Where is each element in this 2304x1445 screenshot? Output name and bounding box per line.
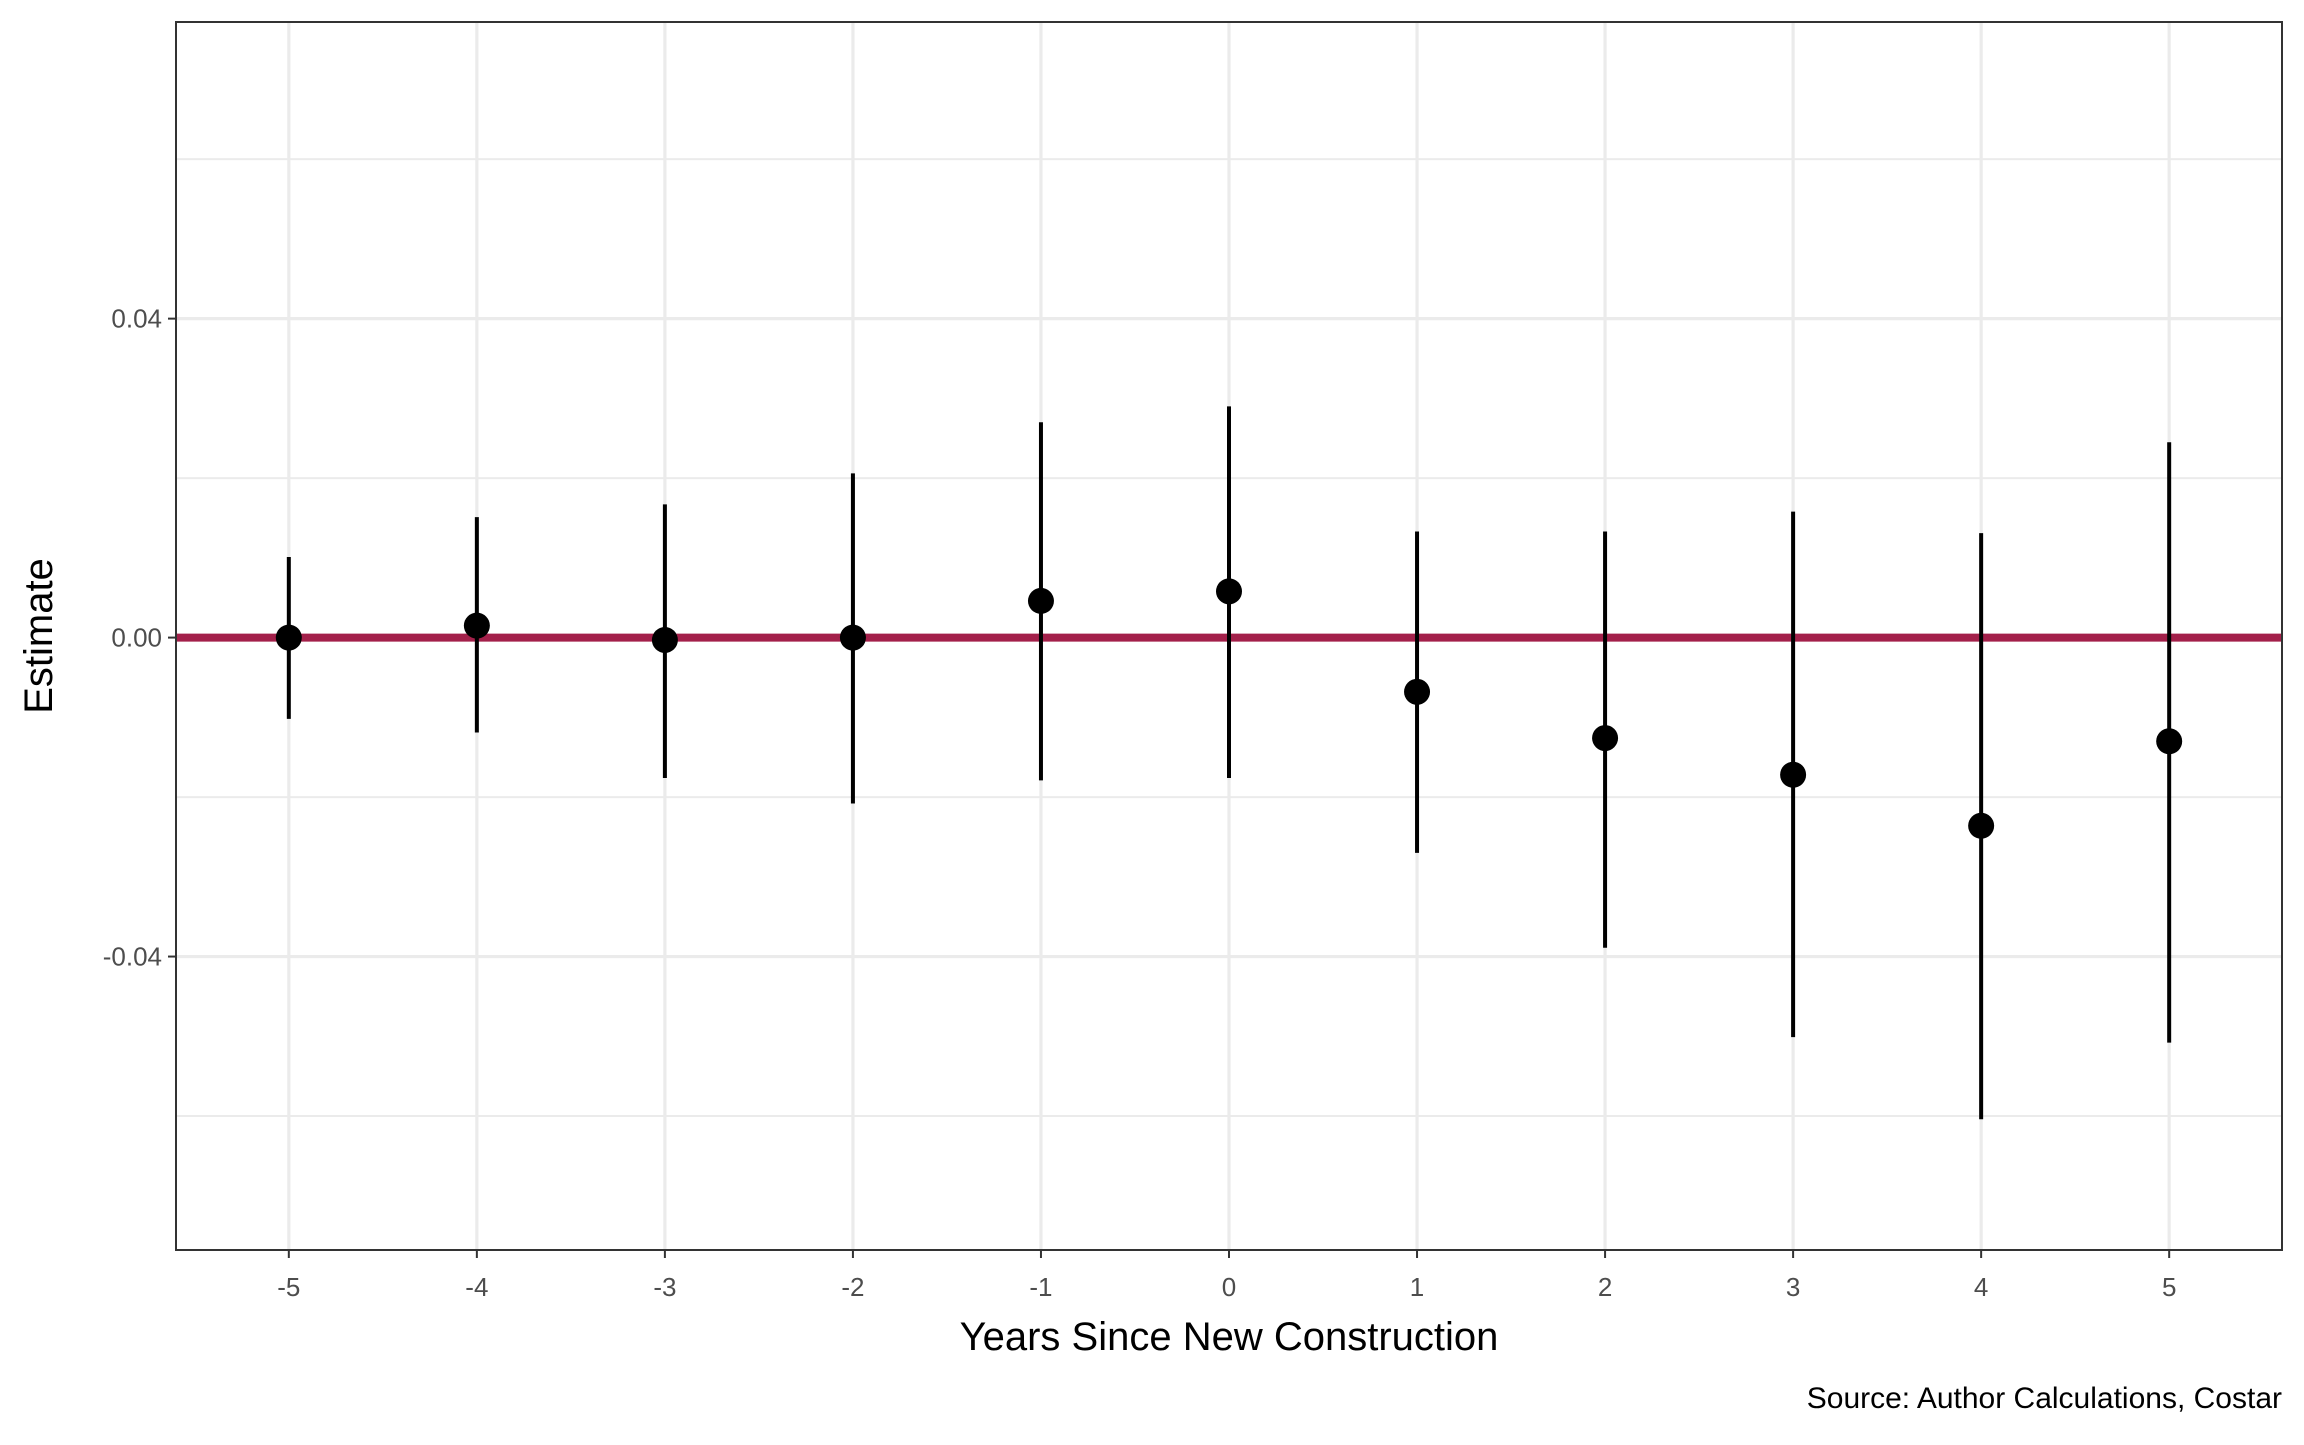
estimate-point [651, 626, 678, 653]
x-tick-label: 0 [1222, 1272, 1236, 1302]
estimate-point [1968, 812, 1995, 839]
x-tick-label: -1 [1029, 1272, 1052, 1302]
estimate-point [1780, 761, 1807, 788]
x-tick-label: 1 [1410, 1272, 1424, 1302]
x-tick-label: 4 [1974, 1272, 1988, 1302]
y-tick-label: 0.04 [111, 304, 162, 334]
point-layer [275, 578, 2183, 839]
axis-layer: -5 -4 -3 -2 -1 0 1 2 3 4 5 0.04 0.00 -0.04 [103, 304, 2177, 1302]
estimate-point [839, 624, 866, 651]
y-tick-label: -0.04 [103, 942, 162, 972]
x-tick-label: 2 [1598, 1272, 1612, 1302]
estimate-point [275, 624, 302, 651]
estimate-point [463, 612, 490, 639]
y-axis-title: Estimate [17, 558, 61, 714]
y-tick-label: 0.00 [111, 623, 162, 653]
x-tick-label: -4 [465, 1272, 488, 1302]
estimate-point [2156, 728, 2183, 755]
x-tick-label: -5 [277, 1272, 300, 1302]
estimate-point [1592, 725, 1619, 752]
estimate-point [1027, 587, 1054, 614]
estimate-point [1404, 678, 1431, 705]
chart-caption: Source: Author Calculations, Costar [1807, 1382, 2282, 1415]
x-tick-label: -2 [841, 1272, 864, 1302]
x-axis-title: Years Since New Construction [960, 1315, 1499, 1359]
x-tick-label: 3 [1786, 1272, 1800, 1302]
x-tick-label: 5 [2162, 1272, 2176, 1302]
x-tick-label: -3 [653, 1272, 676, 1302]
estimate-point [1216, 578, 1242, 605]
